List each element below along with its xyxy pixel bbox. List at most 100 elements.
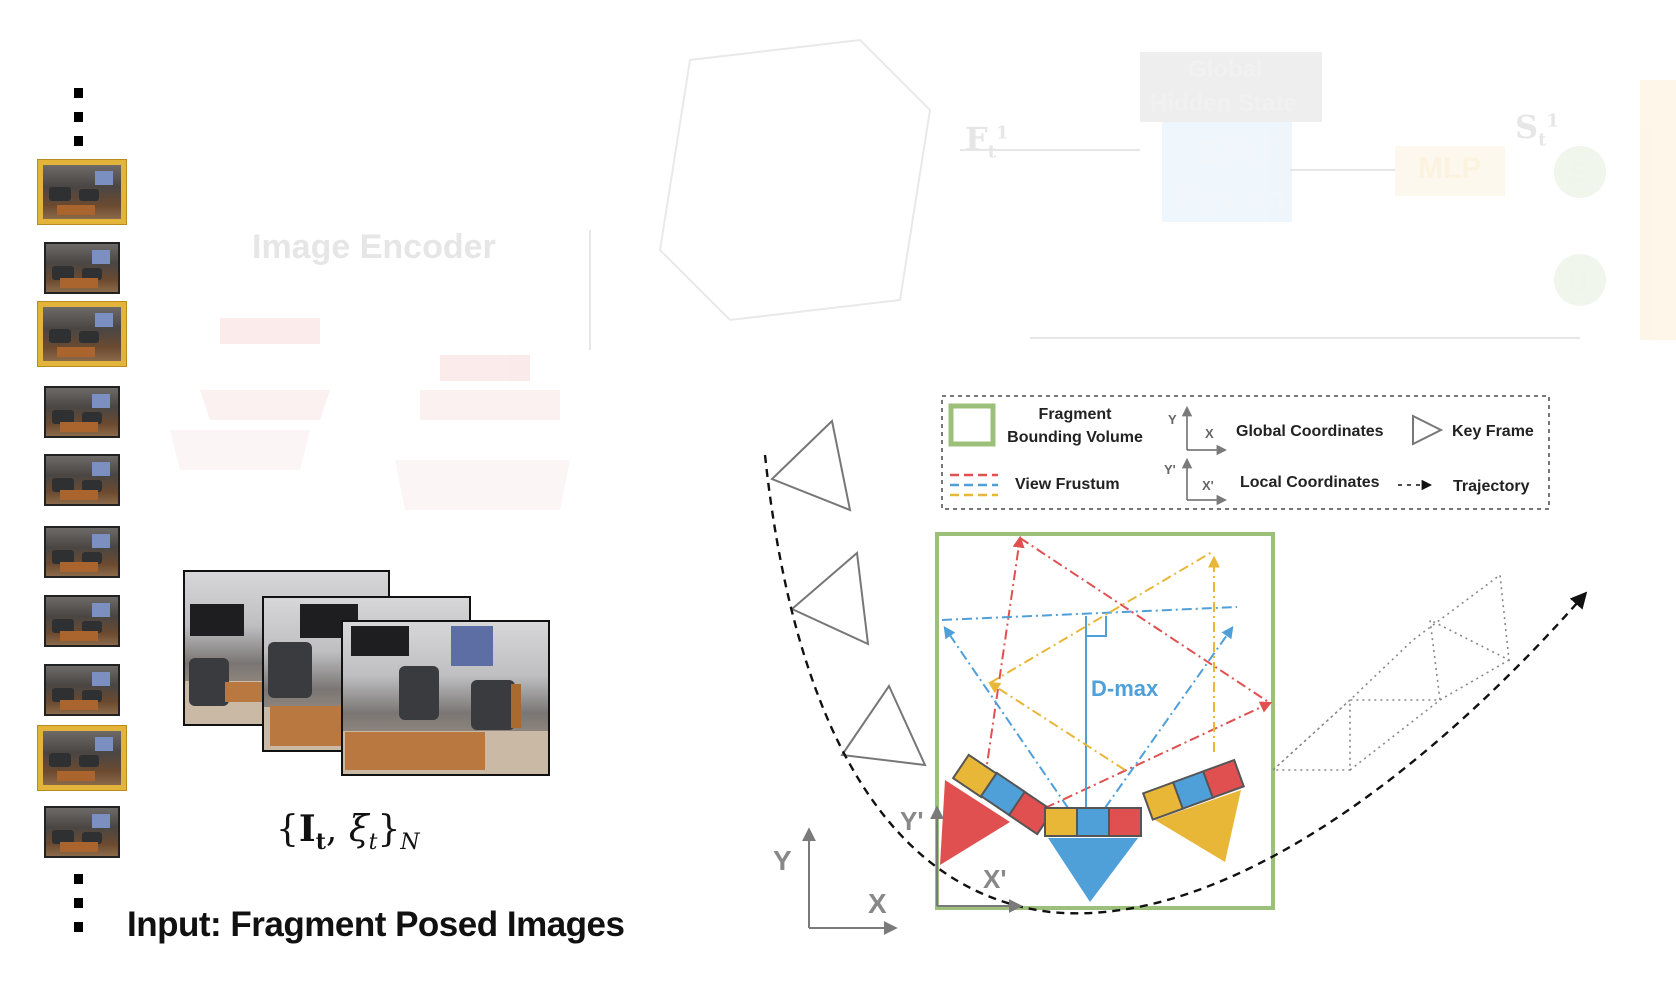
faded-f-label: Ft1 [965,120,1009,162]
camera-blue-frustum-body [1048,838,1138,902]
thumbnail-chair [82,412,102,424]
blue-frustum [941,606,1238,809]
frame-thumbnail [44,386,120,438]
ellipsis-dot-top-3 [74,136,83,146]
faded-f-superscript: 1 [996,122,1009,144]
photo-tv [351,626,409,656]
faded-s-subscript: t [1538,129,1547,151]
thumbnail-image [46,597,118,645]
thumbnail-window [92,603,110,617]
camera-red [940,753,1055,865]
faded-s-superscript: 1 [1546,110,1559,132]
thumbnail-table [57,205,95,215]
red-frustum-line-3 [1019,537,1271,704]
thumbnail-table [60,700,98,710]
thumbnail-table [60,422,98,432]
thumbnail-chair [49,329,71,343]
faded-u-node [1554,254,1606,306]
thumbnail-window [92,250,110,264]
thumbnail-chair [82,690,102,702]
faded-f-subscript: t [987,141,997,163]
thumbnail-chair [49,187,71,201]
ellipsis-dot-bottom-3 [74,922,83,932]
formula-separator: , [325,809,349,850]
photo-chair-arm [511,684,521,728]
formula-image-symbol: I [298,808,316,850]
key-frame-triangle-2 [790,551,870,646]
thumbnail-chair [52,550,74,564]
thumbnail-window [92,814,110,828]
key-frame-thumbnail [38,302,126,366]
camera-yellow-frustum-body [1155,790,1241,862]
legend-global-x-label: X [1205,426,1214,441]
future-frames-dotted-2 [1349,659,1510,771]
thumbnail-window [92,672,110,686]
yellow-frustum-line-3 [989,551,1213,684]
faded-mlp-box [1395,146,1505,196]
thumbnail-table [60,562,98,572]
photo-chair [399,666,439,720]
legend-fragment-label-2: Bounding Volume [1007,429,1143,446]
thumbnail-chair [52,830,74,844]
thumbnail-chair [52,266,74,280]
key-frame-thumbnail [38,160,126,224]
thumbnail-table [60,278,98,288]
faded-encoder-block-6 [395,460,570,510]
input-caption: Input: Fragment Posed Images [127,905,625,944]
formula-image-subscript: t [315,829,326,856]
fragment-photo-front [341,620,550,776]
thumbnail-chair [82,480,102,492]
frame-thumbnail [44,242,120,294]
legend-fragment-label-1: Fragment [1039,406,1113,423]
legend-key-frame-icon [1412,414,1444,446]
faded-mlp-label: MLP [1418,152,1482,185]
key-frame-thumbnail [38,726,126,790]
thumbnail-image [43,165,121,219]
faded-right-bar [1640,80,1676,340]
red-frustum-line-2 [1044,701,1273,809]
faded-gru-label-2: Fusion [1175,180,1287,218]
thumbnail-chair [79,189,99,201]
camera-yellow [1141,758,1246,862]
formula-pose-symbol: ξ [348,809,369,850]
formula-pose-subscript: t [368,830,378,856]
faded-f-symbol: F [965,120,988,158]
thumbnail-window [92,534,110,548]
blue-frustum-line-2 [1104,626,1234,809]
global-axis-x-label: X [868,888,887,919]
thumbnail-image [46,456,118,504]
future-frames-dotted [1270,573,1510,771]
thumbnail-image [43,307,121,361]
red-frustum [984,535,1273,809]
formula-set-size: N [400,830,420,856]
red-frustum-line-1 [984,535,1025,779]
thumbnail-image [46,244,118,292]
thumbnail-table [57,771,95,781]
camera-red-frustum-body [940,780,1010,865]
frame-thumbnail [44,806,120,858]
faded-s-symbol: S [1515,108,1539,146]
blue-frustum-line-1 [943,626,1069,809]
camera-yellow-block-3 [1201,758,1246,799]
faded-s-label: St1 [1515,108,1559,150]
thumbnail-window [92,462,110,476]
thumbnail-chair [82,832,102,844]
key-frame-triangle-3 [840,683,927,767]
legend-local-coordinates-label: Local Coordinates [1240,474,1380,491]
thumbnail-window [95,737,113,751]
frame-thumbnail [44,595,120,647]
legend-global-coordinates-label: Global Coordinates [1236,423,1384,440]
faded-image-encoder-label: Image Encoder [252,228,496,266]
frame-thumbnail [44,526,120,578]
legend-local-y-label: Y' [1164,462,1176,477]
legend-fragment-swatch [948,403,996,447]
thumbnail-chair [79,331,99,343]
input-set-formula: {It, ξt}N [276,808,420,855]
thumbnail-image [46,528,118,576]
legend-key-frame-label: Key Frame [1452,423,1534,440]
thumbnail-chair [52,410,74,424]
faded-u-node-label: U [1568,265,1589,296]
faded-global-hidden-label-1: Global [1188,56,1263,83]
